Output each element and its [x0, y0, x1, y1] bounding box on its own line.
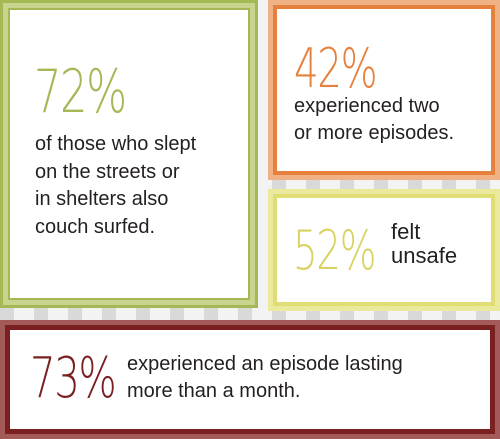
stat-card-two-or-more-episodes: 42% experienced two or more episodes.: [268, 0, 500, 180]
stat-percent: 72%: [34, 57, 127, 127]
card-body: 73% experienced an episode lasting more …: [10, 330, 490, 429]
stat-description: felt unsafe: [391, 219, 458, 268]
card-body: 52% felt unsafe: [277, 198, 491, 302]
stat-card-over-a-month: 73% experienced an episode lasting more …: [0, 320, 500, 439]
stat-card-couch-surfed: 72% of those who slept on the streets or…: [0, 0, 258, 308]
stat-card-felt-unsafe: 52% felt unsafe: [268, 189, 500, 311]
stat-percent: 52%: [293, 219, 377, 282]
stat-percent: 73%: [30, 346, 117, 411]
stat-description: experienced two or more episodes.: [294, 95, 455, 144]
card-body: 72% of those who slept on the streets or…: [10, 10, 248, 298]
card-body: 42% experienced two or more episodes.: [277, 9, 491, 171]
stat-description: experienced an episode lasting more than…: [127, 353, 403, 402]
stat-description: of those who slept on the streets or in …: [35, 133, 197, 238]
stat-percent: 42%: [294, 37, 378, 100]
